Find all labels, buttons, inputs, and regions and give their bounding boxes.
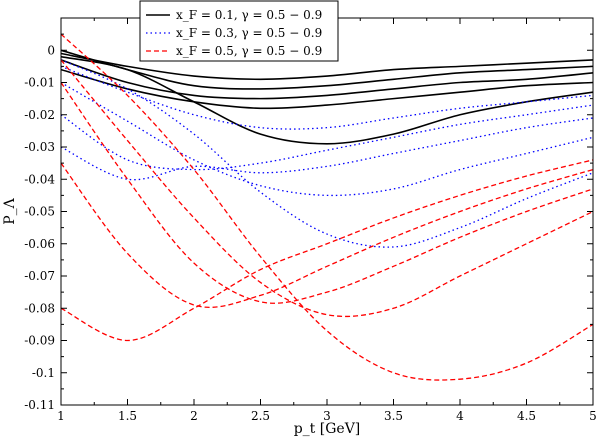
y-tick-label: -0.07 <box>24 269 55 283</box>
series-line-6 <box>61 65 593 130</box>
x-tick-label: 2.5 <box>251 409 270 423</box>
y-tick-label: -0.11 <box>24 398 55 412</box>
y-tick-label: 0 <box>47 43 55 57</box>
legend-label: x_F = 0.5, γ = 0.5 − 0.9 <box>176 44 322 58</box>
series-line-1 <box>61 52 593 81</box>
series-line-8 <box>61 117 593 181</box>
x-tick-label: 4.5 <box>517 409 536 423</box>
x-tick-label: 3 <box>323 409 331 423</box>
x-tick-label: 4 <box>456 409 464 423</box>
legend: x_F = 0.1, γ = 0.5 − 0.9 x_F = 0.3, γ = 0… <box>139 0 339 62</box>
x-axis: 1 1.5 2 2.5 3 3.5 4 4.5 5 <box>57 18 597 423</box>
y-tick-label: -0.02 <box>24 108 55 122</box>
y-axis: 0 -0.01 -0.02 -0.03 -0.04 -0.05 -0.06 -0.07 -0.0… <box>24 33 593 412</box>
series-line-13 <box>61 82 593 304</box>
x-tick-label: 3.5 <box>384 409 403 423</box>
series-line-12 <box>61 162 593 309</box>
x-tick-label: 1 <box>57 409 65 423</box>
y-tick-label: -0.04 <box>24 172 55 186</box>
y-tick-label: -0.09 <box>24 334 55 348</box>
y-axis-label: P_Λ <box>2 197 18 224</box>
legend-box <box>139 0 339 62</box>
legend-label: x_F = 0.3, γ = 0.5 − 0.9 <box>176 26 322 40</box>
y-tick-label: -0.1 <box>32 366 55 380</box>
x-tick-label: 5 <box>589 409 597 423</box>
x-tick-label: 2 <box>190 409 198 423</box>
series-line-2 <box>61 49 593 90</box>
plot-area <box>61 33 593 381</box>
series-line-15 <box>61 33 593 381</box>
series-line-10 <box>61 59 593 248</box>
series-line-14 <box>61 59 593 318</box>
series-line-4 <box>61 68 593 110</box>
y-tick-label: -0.01 <box>24 76 55 90</box>
series-line-7 <box>61 104 593 171</box>
x-tick-label: 1.5 <box>118 409 137 423</box>
series-line-11 <box>61 159 593 342</box>
legend-label: x_F = 0.1, γ = 0.5 − 0.9 <box>176 8 322 22</box>
x-axis-label: p_t [GeV] <box>294 421 361 437</box>
series-line-5 <box>61 55 593 145</box>
y-tick-label: -0.08 <box>24 301 55 315</box>
y-tick-label: -0.06 <box>24 237 55 251</box>
y-tick-label: -0.05 <box>24 205 55 219</box>
series-line-3 <box>61 59 593 100</box>
series-line-9 <box>61 81 593 197</box>
y-tick-label: -0.03 <box>24 140 55 154</box>
